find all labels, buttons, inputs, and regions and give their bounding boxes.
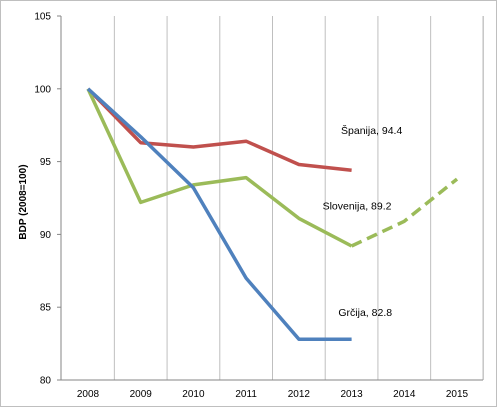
grid-layer: [114, 16, 483, 380]
y-tick-label: 100: [34, 84, 51, 95]
y-tick-label: 85: [40, 303, 52, 314]
y-tick-label: 90: [40, 230, 52, 241]
y-tick-label: 95: [40, 157, 52, 168]
x-tick-label: 2012: [288, 389, 311, 400]
y-tick-label: 105: [34, 12, 51, 23]
label-layer: Španija, 94.4 Slovenija, 89.2 Grčija, 82.8: [323, 124, 403, 319]
series-label-slovenia: Slovenija, 89.2: [323, 201, 392, 213]
x-tick-label: 2014: [393, 389, 416, 400]
y-tick-label: 80: [40, 376, 52, 387]
x-tick-label: 2015: [446, 389, 469, 400]
x-tick-label: 2009: [130, 389, 153, 400]
x-tick-label: 2011: [235, 389, 257, 400]
y-axis-title: BDP (2008=100): [18, 164, 29, 239]
x-tick-label: 2013: [340, 389, 363, 400]
x-tick-label: 2008: [77, 389, 100, 400]
series-label-spain: Španija, 94.4: [341, 124, 402, 137]
series-label-greece: Grčija, 82.8: [338, 307, 392, 319]
x-tick-label: 2010: [182, 389, 205, 400]
axis-layer: 80 85 90 95 100 105 2008 2009 2010 2011 2012 2013 20…: [34, 12, 483, 401]
